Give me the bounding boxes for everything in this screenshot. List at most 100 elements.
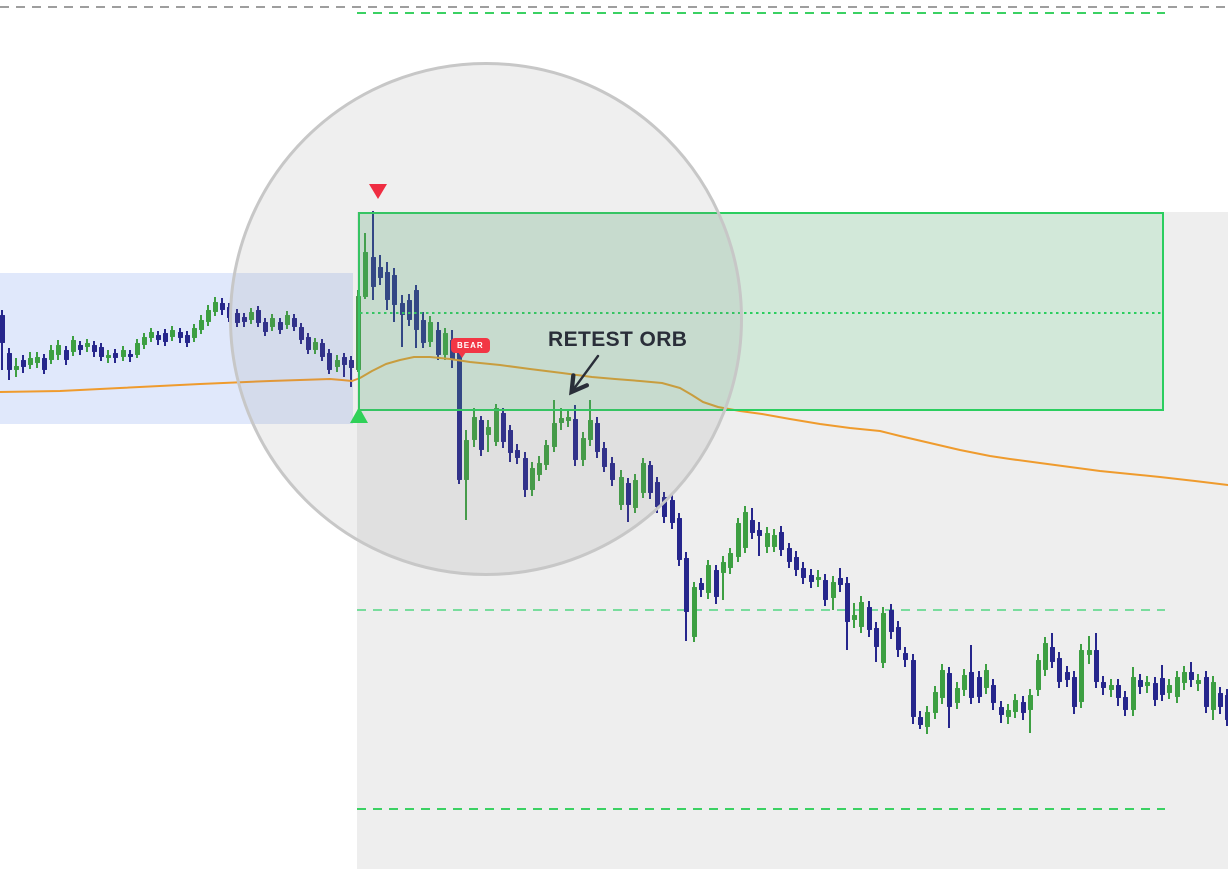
candle-body (910, 660, 916, 717)
candle-body (205, 310, 211, 322)
target-level-1-dashed-line (357, 609, 1165, 611)
candle-body (830, 582, 836, 598)
candle-body (1122, 697, 1128, 710)
candle-body (155, 335, 161, 340)
bear-label-text: BEAR (457, 341, 484, 350)
candle-body (924, 712, 930, 727)
candle-body (756, 530, 762, 536)
candle-body (177, 332, 183, 338)
candle-body (120, 350, 126, 357)
candle-body (6, 353, 12, 370)
candle-body (808, 575, 814, 582)
candle-body (786, 548, 792, 562)
candle-body (976, 677, 982, 697)
candle-body (34, 357, 40, 363)
candle-body (1005, 710, 1011, 717)
highlight-circle[interactable] (229, 62, 743, 576)
candle-body (1027, 695, 1033, 710)
candle-body (169, 330, 175, 337)
candle-body (212, 302, 218, 312)
candle-body (1115, 685, 1121, 698)
candle-body (822, 580, 828, 600)
candle-body (954, 688, 960, 703)
candle-body (771, 535, 777, 547)
candle-body (184, 335, 190, 343)
candle-body (866, 607, 872, 630)
candle-body (91, 345, 97, 352)
candle-body (661, 497, 667, 517)
candle-body (683, 558, 689, 612)
candle-body (902, 653, 908, 660)
target-level-2-dashed-line (357, 808, 1165, 810)
candle-body (55, 345, 61, 355)
candle-wick (758, 522, 760, 556)
candle-body (1078, 650, 1084, 702)
candle-wick (1029, 689, 1031, 733)
candle-body (219, 303, 225, 310)
bear-label-badge: BEAR (451, 338, 490, 358)
candle-body (858, 602, 864, 627)
candle-body (895, 627, 901, 650)
candle-body (793, 557, 799, 570)
candle-body (27, 358, 33, 365)
candle-body (20, 360, 26, 367)
candle-body (1049, 647, 1055, 662)
candle-body (720, 562, 726, 573)
candle-body (1224, 695, 1228, 720)
candle-body (1064, 672, 1070, 680)
candle-body (983, 670, 989, 688)
candle-body (676, 518, 682, 560)
candle-body (713, 570, 719, 597)
candle-body (1056, 658, 1062, 682)
candle-body (141, 337, 147, 345)
candle-body (844, 583, 850, 622)
candle-body (851, 615, 857, 620)
candle-body (939, 670, 945, 698)
candle-body (98, 347, 104, 357)
candle-body (1042, 643, 1048, 670)
candle-body (917, 717, 923, 725)
candle-body (815, 577, 821, 580)
candle-body (837, 578, 843, 585)
candle-body (77, 345, 83, 350)
candle-body (1093, 650, 1099, 682)
candle-body (1174, 677, 1180, 697)
session-divider-dashed-line (0, 6, 1228, 8)
candle-body (13, 366, 19, 370)
candle-body (112, 353, 118, 358)
candle-body (749, 520, 755, 533)
candle-body (800, 568, 806, 578)
candle-body (1020, 702, 1026, 713)
retest-orb-annotation-text[interactable]: RETEST ORB (548, 328, 688, 351)
candle-body (1210, 682, 1216, 710)
candle-body (1217, 693, 1223, 707)
candle-body (1195, 680, 1201, 684)
candle-body (1137, 680, 1143, 687)
candle-body (1159, 678, 1165, 695)
candle-body (127, 354, 133, 357)
candle-body (946, 673, 952, 707)
candle-body (764, 533, 770, 547)
candle-body (735, 523, 741, 557)
candle-body (727, 553, 733, 568)
candle-body (1203, 677, 1209, 707)
bear-signal-triangle-icon (369, 184, 387, 199)
candle-wick (722, 556, 724, 600)
orb-extension-dashed-line (357, 12, 1165, 14)
candle-body (191, 328, 197, 338)
candle-body (63, 350, 69, 360)
candle-body (880, 613, 886, 663)
candle-body (691, 587, 697, 637)
candle-body (1108, 685, 1114, 690)
candle-body (70, 340, 76, 352)
candle-body (1086, 650, 1092, 655)
candle-body (968, 672, 974, 698)
candle-body (105, 355, 111, 358)
candle-body (1035, 660, 1041, 690)
candle-body (1012, 700, 1018, 712)
candle-body (998, 707, 1004, 715)
candle-body (134, 343, 140, 355)
candle-body (0, 315, 5, 343)
candle-body (990, 685, 996, 703)
